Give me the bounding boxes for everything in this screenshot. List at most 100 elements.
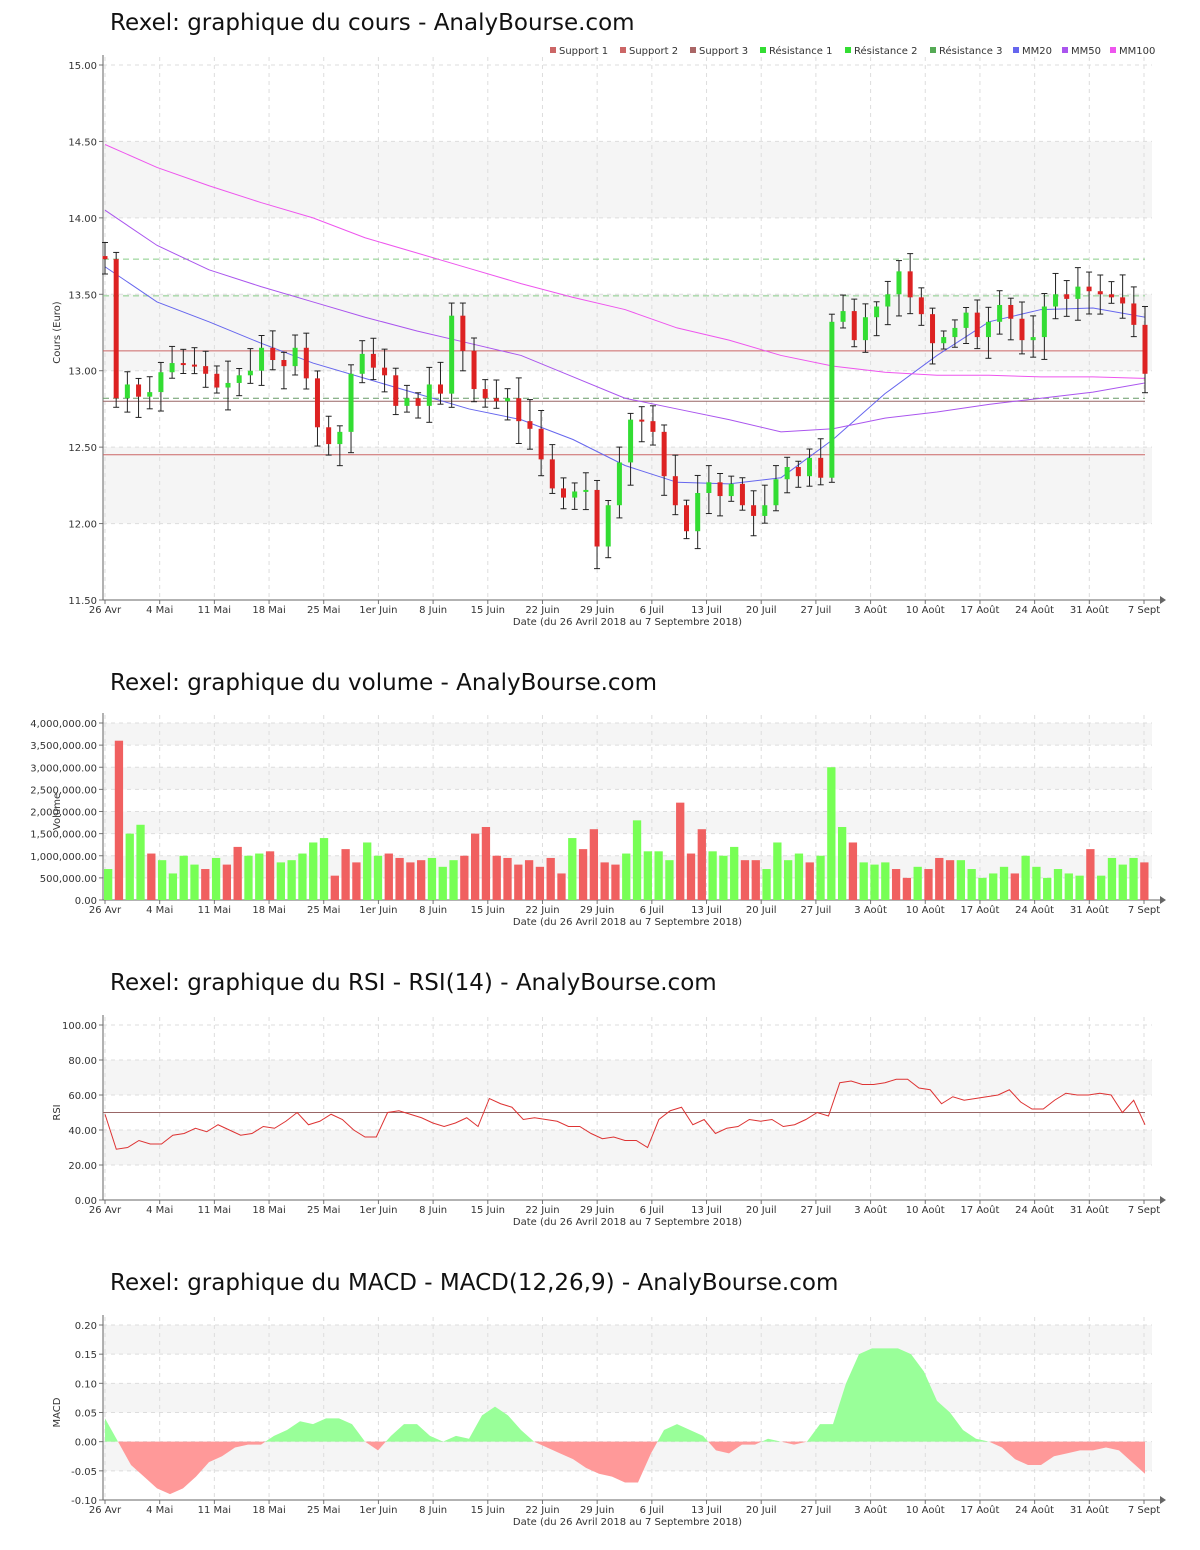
rsi-xtick-label: 8 Juin — [419, 1205, 447, 1216]
volume-bar — [373, 855, 383, 900]
volume-bar — [967, 869, 976, 900]
price-xtick-label: 29 Juin — [580, 605, 614, 616]
volume-xtick-label: 10 Août — [906, 904, 945, 916]
volume-band — [103, 811, 1152, 834]
candle-body — [672, 476, 678, 506]
price-x-axis-arrow — [1160, 596, 1166, 604]
candle-body — [292, 347, 298, 367]
candle-body — [1120, 297, 1126, 304]
volume-bar — [298, 853, 307, 900]
volume-bar — [168, 873, 178, 900]
volume-bar — [913, 866, 922, 900]
volume-bar — [384, 853, 393, 900]
candle-body — [829, 321, 835, 478]
legend-swatch — [845, 47, 851, 53]
rsi-xtick-label: 31 Août — [1070, 1204, 1109, 1216]
volume-ytick-label: 500,000.00 — [40, 874, 97, 885]
price-xtick-label: 20 Juil — [746, 605, 777, 616]
rsi-x-axis-arrow — [1160, 1196, 1166, 1204]
price-ytick-label: 14.00 — [68, 214, 97, 225]
candle-body — [572, 491, 578, 498]
volume-bar — [697, 829, 706, 900]
volume-bar — [179, 855, 188, 900]
rsi-xtick-label: 15 Juin — [471, 1205, 505, 1216]
volume-bar — [330, 875, 339, 900]
candle-body — [191, 364, 197, 367]
volume-bar — [924, 869, 933, 900]
candle-body — [1097, 291, 1103, 295]
volume-bar — [1086, 849, 1095, 900]
rsi-ytick-label: 20.00 — [68, 1161, 97, 1172]
rsi-chart-title: Rexel: graphique du RSI - RSI(14) - Anal… — [110, 970, 717, 996]
macd-negative-area — [781, 1441, 807, 1445]
rsi-ytick-label: 40.00 — [68, 1126, 97, 1137]
macd-ytick-label: -0.05 — [71, 1467, 97, 1478]
candle-body — [326, 427, 332, 445]
price-xtick-label: 1er Juin — [359, 605, 397, 616]
volume-bar — [438, 866, 447, 900]
volume-bar — [1043, 877, 1052, 900]
volume-xtick-label: 4 Mai — [146, 905, 173, 916]
macd-xtick-label: 25 Mai — [307, 1505, 340, 1516]
candle-body — [281, 360, 287, 367]
candle-body — [818, 457, 824, 478]
volume-bar — [341, 849, 350, 900]
price-ytick-label: 11.50 — [68, 596, 97, 607]
candle-body — [493, 398, 499, 402]
macd-chart: -0.10 -0.05 0.00 0.05 0.10 0.15 0.20 26 Avr 4 Ma… — [52, 1315, 1166, 1528]
candle-body — [314, 378, 320, 428]
rsi-chart: 0.00 20.00 40.00 60.00 80.00 100.00 26 Avr 4 Ma… — [52, 1015, 1166, 1228]
volume-bar — [827, 767, 836, 900]
volume-bar — [309, 842, 318, 900]
rsi-xtick-label: 4 Mai — [146, 1205, 173, 1216]
volume-xtick-label: 15 Juin — [471, 905, 505, 916]
candle-body — [807, 457, 813, 477]
macd-xtick-label: 24 Août — [1015, 1504, 1054, 1516]
candle-body — [605, 505, 611, 547]
macd-xtick-label: 22 Juin — [525, 1505, 559, 1516]
candle-body — [337, 431, 343, 445]
candle-body — [359, 353, 365, 374]
candle-body — [974, 312, 980, 338]
legend-entry: MM50 — [1071, 46, 1101, 57]
volume-bar — [956, 860, 966, 900]
volume-bar — [945, 860, 955, 900]
volume-bar — [805, 862, 814, 900]
candle-body — [896, 271, 902, 295]
volume-bar — [1053, 869, 1063, 900]
volume-xtick-label: 6 Juil — [640, 905, 664, 916]
price-xlabel: Date (du 26 Avril 2018 au 7 Septembre 20… — [513, 617, 742, 628]
candle-body — [415, 398, 421, 406]
price-xtick-label: 13 Juil — [691, 605, 722, 616]
candle-body — [695, 493, 701, 532]
candle-body — [639, 419, 645, 422]
volume-xtick-label: 18 Mai — [252, 905, 285, 916]
volume-xtick-label: 20 Juil — [746, 905, 777, 916]
price-ylabel: Cours (Euro) — [52, 301, 63, 364]
volume-bar — [503, 857, 512, 900]
candle-body — [1030, 337, 1036, 341]
rsi-xtick-label: 26 Avr — [89, 1205, 122, 1216]
volume-band — [103, 767, 1152, 790]
volume-bar — [568, 838, 577, 900]
candle-body — [404, 398, 410, 406]
volume-bar — [589, 829, 599, 900]
price-xtick-label: 15 Juin — [471, 605, 505, 616]
candle-body — [426, 384, 432, 406]
volume-bar — [859, 862, 868, 900]
macd-positive-area — [105, 1418, 118, 1442]
volume-xtick-label: 17 Août — [960, 904, 999, 916]
candle-body — [348, 373, 354, 432]
macd-xtick-label: 1er Juin — [359, 1505, 397, 1516]
price-xtick-label: 31 Août — [1070, 604, 1109, 616]
price-chart: 11.50 12.00 12.50 13.00 13.50 14.00 14.50 15.00… — [52, 45, 1166, 628]
macd-xtick-label: 27 Juil — [801, 1505, 832, 1516]
volume-bar — [276, 862, 285, 900]
volume-bar — [395, 857, 404, 900]
volume-bar — [902, 877, 912, 900]
volume-ytick-label: 3,500,000.00 — [30, 741, 97, 752]
volume-bar — [686, 853, 696, 900]
candle-body — [482, 389, 488, 399]
macd-negative-area — [534, 1441, 658, 1483]
candle-body — [303, 347, 309, 379]
